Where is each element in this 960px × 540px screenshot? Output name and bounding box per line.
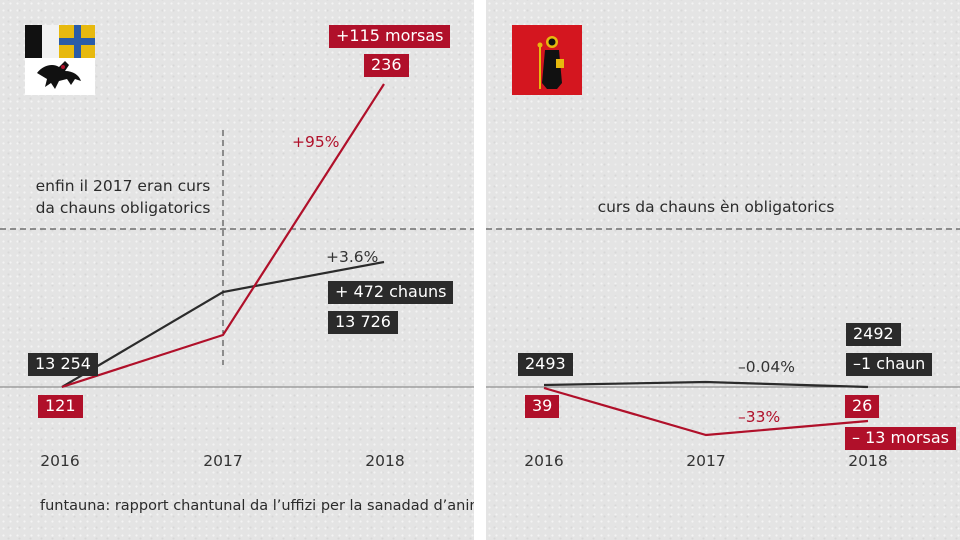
annotation-line-2: da chauns obligatorics [35, 199, 211, 217]
series-line-dogs-left [61, 260, 385, 388]
x-tick-2016-left: 2016 [40, 452, 80, 470]
chart-panel-glarus: curs da chauns èn obligatorics 2492 –1 c… [486, 0, 960, 540]
graubuenden-coat-of-arms-icon [25, 25, 95, 95]
pct-label-dogs-right: –0.04% [738, 358, 795, 376]
glarus-coat-of-arms-icon [512, 25, 582, 95]
series-line-dogs-right [543, 380, 869, 389]
chart-svg-left [0, 83, 474, 389]
series-line-bites-right [543, 386, 869, 437]
x-tick-2017-left: 2017 [203, 452, 243, 470]
start-label-bites-right: 39 [525, 395, 560, 418]
x-tick-2018-left: 2018 [365, 452, 405, 470]
series-line-bites-left [61, 83, 385, 389]
x-tick-2017-right: 2017 [686, 452, 726, 470]
annotation-text-left: enfin il 2017 eran curs da chauns obliga… [18, 175, 228, 219]
chart-svg-right [486, 228, 960, 437]
end-label-bites-right: 26 [845, 395, 880, 418]
source-note: funtauna: rapport chantunal da l’uffizi … [40, 498, 474, 514]
start-label-dogs-left: 13 254 [28, 353, 98, 376]
pct-label-bites-right: –33% [738, 408, 781, 426]
end-label-bites-left: 236 [364, 54, 409, 77]
annotation-line-1: curs da chauns èn obligatorics [597, 198, 835, 216]
change-label-dogs-right: –1 chaun [846, 353, 933, 376]
end-label-dogs-left: 13 726 [328, 311, 398, 334]
pct-label-dogs-left: +3.6% [326, 248, 379, 266]
x-tick-2016-right: 2016 [524, 452, 564, 470]
pct-label-bites-left: +95% [292, 133, 340, 151]
x-tick-2018-right: 2018 [848, 452, 888, 470]
start-label-dogs-right: 2493 [518, 353, 573, 376]
change-label-bites-right: – 13 morsas [845, 427, 956, 450]
annotation-text-right: curs da chauns èn obligatorics [566, 196, 866, 218]
chart-panel-graubuenden: enfin il 2017 eran curs da chauns obliga… [0, 0, 474, 540]
end-label-dogs-right: 2492 [846, 323, 901, 346]
start-label-bites-left: 121 [38, 395, 83, 418]
change-label-bites-left: +115 morsas [329, 25, 451, 48]
annotation-line-1: enfin il 2017 eran curs [35, 177, 211, 195]
change-label-dogs-left: + 472 chauns [328, 281, 454, 304]
